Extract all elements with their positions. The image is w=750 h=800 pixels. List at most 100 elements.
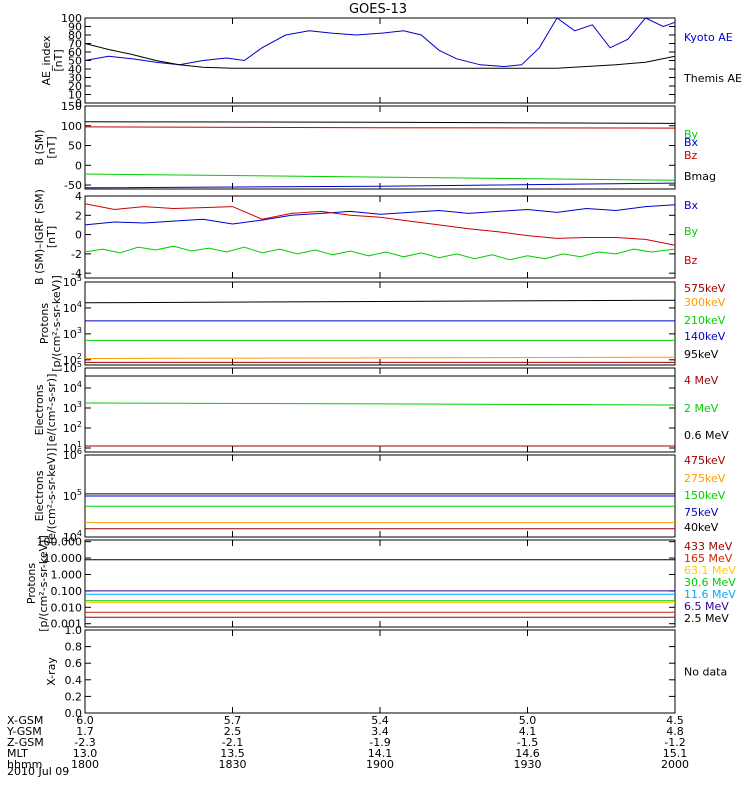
panel-frame	[84, 629, 676, 714]
ephemeris-value: -2.1	[222, 736, 243, 749]
y-tick-label: 100	[61, 12, 82, 25]
y-tick-label: 1.0	[65, 624, 83, 637]
y-tick-label: 105	[63, 360, 82, 375]
y-axis-label: AE_index[nT]	[40, 35, 65, 86]
series-line-themis-ae	[84, 43, 676, 69]
panel-frame	[84, 539, 676, 628]
y-tick-label: 80	[68, 29, 82, 42]
y-tick-label: 0.6	[65, 657, 83, 670]
legend-entry: By	[684, 128, 699, 141]
ephemeris-value: 5.7	[224, 714, 242, 727]
y-tick-label: 1.000	[51, 568, 83, 581]
series-line-bz	[84, 203, 676, 246]
plot-title: GOES-13	[349, 2, 407, 17]
y-tick-label: 10.000	[44, 552, 83, 565]
y-tick-label: -4	[71, 267, 82, 280]
legend-entry: 140keV	[684, 330, 726, 343]
ephemeris-value: 3.4	[371, 725, 389, 738]
y-tick-label: 0	[75, 97, 82, 110]
y-tick-label: 0.001	[51, 618, 83, 631]
y-tick-label: -2	[71, 248, 82, 261]
legend-entry: Themis AE	[683, 72, 742, 85]
y-tick-label: 104	[63, 529, 82, 544]
ephemeris-value: 6.0	[76, 714, 94, 727]
ephemeris-value: 1930	[514, 758, 542, 771]
y-tick-label: 104	[63, 380, 82, 395]
legend-entry: Bz	[684, 254, 698, 267]
y-axis-label: B (SM)–IGRF (SM)[nT]	[33, 189, 58, 285]
legend-entry: Bz	[684, 149, 698, 162]
ephemeris-row-label: X-GSM	[7, 714, 43, 727]
y-tick-label: 104	[63, 300, 82, 315]
legend-entry: 575keV	[684, 282, 726, 295]
legend-entry: 4 MeV	[684, 374, 719, 387]
date-label: 2010 Jul 09	[7, 765, 69, 778]
series-line-2-mev	[84, 402, 676, 406]
legend-entry: 40keV	[684, 521, 719, 534]
y-axis-label: B (SM)[nT]	[33, 129, 58, 165]
y-tick-label: 105	[63, 488, 82, 503]
ephemeris-value: -1.9	[369, 736, 390, 749]
y-tick-label: 0.8	[65, 641, 83, 654]
y-tick-label: 70	[68, 38, 82, 51]
legend-entry: 2 MeV	[684, 402, 719, 415]
y-tick-label: 60	[68, 46, 82, 59]
panel-frame	[84, 17, 676, 104]
y-tick-label: 102	[63, 420, 82, 435]
y-tick-label: 0	[75, 229, 82, 242]
ephemeris-value: 13.5	[220, 747, 245, 760]
legend-entry: 63.1 MeV	[684, 564, 736, 577]
legend-entry: Bx	[684, 199, 699, 212]
y-axis-label: Protons[p/(cm²-s-sr-keV)]	[38, 275, 63, 372]
series-line-bmag	[84, 121, 676, 124]
series-line-by	[84, 245, 676, 261]
ephemeris-row-label: hhmm	[7, 758, 42, 771]
ephemeris-row-label: Y-GSM	[6, 725, 42, 738]
ephemeris-value: 2000	[661, 758, 689, 771]
series-line-95kev	[84, 299, 676, 304]
legend-entry: Bmag	[684, 170, 716, 183]
legend-entry: 95keV	[684, 348, 719, 361]
no-data-annotation: No data	[684, 666, 727, 679]
y-tick-label: 0.2	[65, 690, 83, 703]
series-line-kyoto-ae	[84, 17, 676, 68]
legend-entry: 2.5 MeV	[684, 612, 729, 625]
legend-entry: 0.6 MeV	[684, 429, 729, 442]
panel-frame	[84, 105, 676, 190]
ephemeris-value: 13.0	[73, 747, 98, 760]
legend-entry: By	[684, 225, 699, 238]
y-tick-label: 4	[75, 190, 82, 203]
y-tick-label: 90	[68, 21, 82, 34]
series-line-300kev	[84, 356, 676, 359]
series-line-by	[84, 173, 676, 181]
y-tick-label: 106	[63, 447, 82, 462]
legend-entry: 11.6 MeV	[684, 588, 736, 601]
series-line-bz	[84, 126, 676, 129]
ephemeris-value: -2.3	[74, 736, 95, 749]
y-tick-label: -50	[64, 179, 82, 192]
legend-entry: Bx	[684, 136, 699, 149]
y-tick-label: 30	[68, 72, 82, 85]
panel-elec2: 104 105 106 475keV 275keV 150keV 75keV 40keV Ele…	[33, 447, 726, 544]
legend-entry: 433 MeV	[684, 540, 733, 553]
ephemeris-value: 4.5	[666, 714, 684, 727]
y-tick-label: 0	[75, 159, 82, 172]
y-axis-label: X-ray	[45, 657, 58, 686]
legend-entry: 75keV	[684, 506, 719, 519]
ephemeris-value: 4.1	[519, 725, 537, 738]
panel-prot2: 0.001 0.010 0.100 1.000 10.000 100.000 433 MeV…	[25, 535, 736, 632]
panel-bdiff: -4 -2 0 2 4 Bx By Bz B (SM)–IGRF (SM)[nT]	[33, 189, 699, 285]
y-tick-label: 50	[68, 140, 82, 153]
ephemeris-value: 14.6	[515, 747, 540, 760]
legend-entry: Kyoto AE	[684, 31, 733, 44]
panel-frame	[84, 281, 676, 366]
y-axis-label: Electrons[e/(cm²-s-sr-keV)]	[33, 448, 58, 544]
ephemeris-row-label: MLT	[7, 747, 28, 760]
y-axis-label: Protons[p/(cm²-s-sr-keV)]	[25, 535, 50, 632]
legend-entry: 6.5 MeV	[684, 600, 729, 613]
